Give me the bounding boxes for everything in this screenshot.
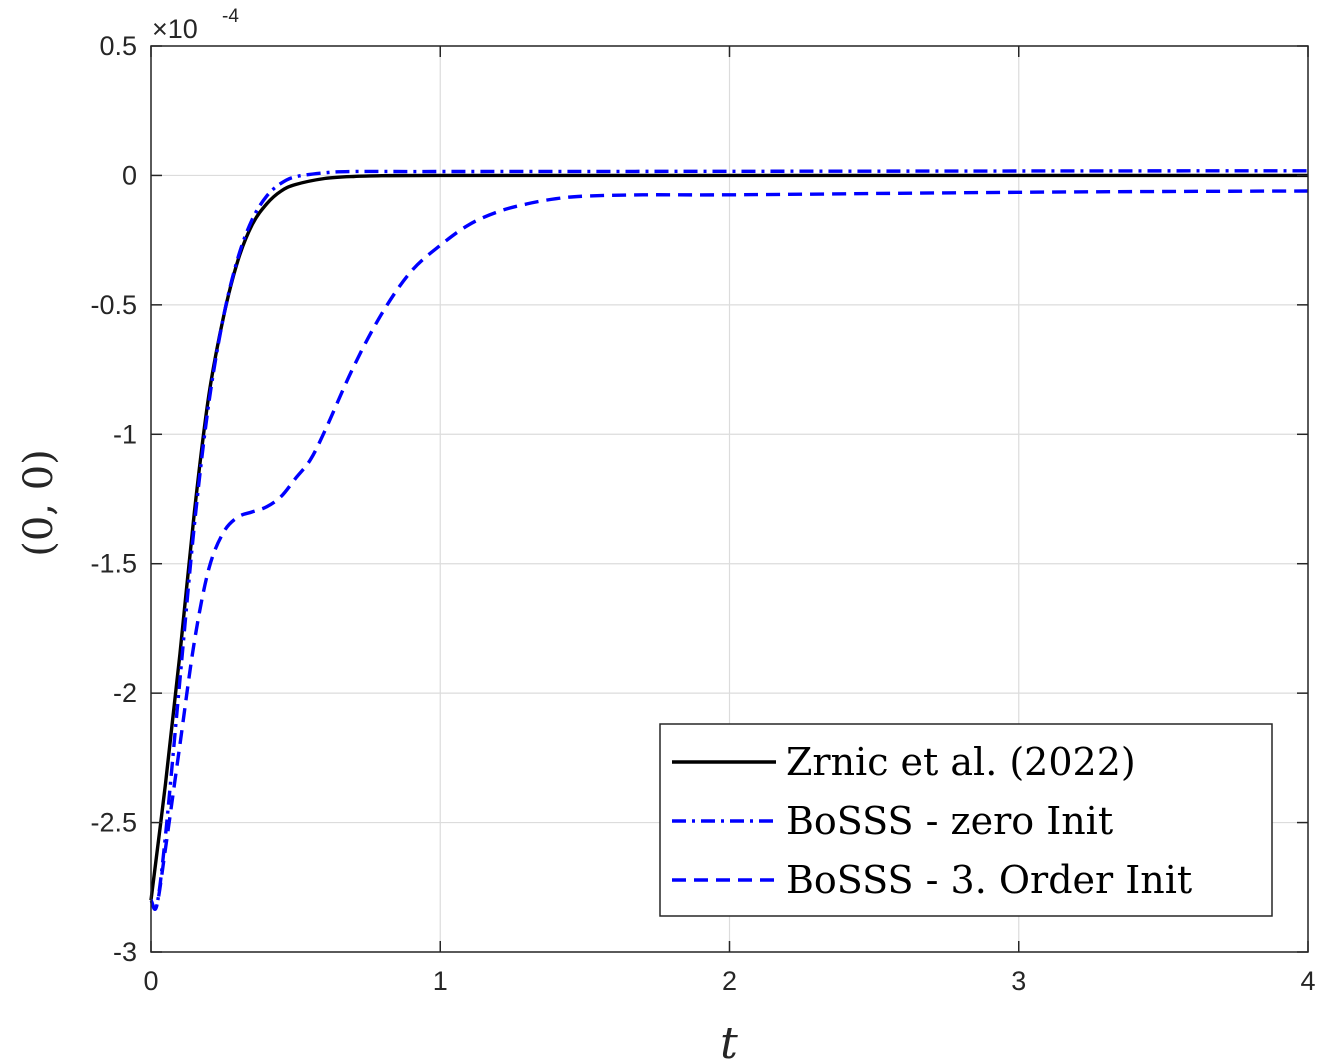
legend-items: Zrnic et al. (2022) BoSSS - zero Init BoSS… (672, 740, 1192, 902)
y-tick-label: 0 (122, 160, 137, 190)
y-axis-label: (0, 0) (16, 449, 62, 557)
legend-label-2: BoSSS - zero Init (786, 799, 1113, 843)
x-tick-label: 4 (1300, 966, 1315, 996)
y-tick-label: -2.5 (90, 808, 137, 838)
grid-lines (150, 45, 1309, 953)
tick-labels: 0 1 2 3 4 -3 -2.5 -2 -1.5 -1 -0.5 0 0.5 (90, 31, 1315, 996)
legend-label-3: BoSSS - 3. Order Init (786, 858, 1192, 902)
x-tick-label: 0 (143, 966, 158, 996)
y-tick-label: -2 (113, 678, 137, 708)
y-tick-label: -1 (113, 419, 137, 449)
series-line-2 (149, 169, 1309, 911)
x-tick-label: 2 (722, 966, 737, 996)
x-axis-label: t (720, 1018, 738, 1063)
series-group (149, 169, 1309, 911)
x-tick-label: 1 (433, 966, 448, 996)
series-line-3 (149, 189, 1309, 911)
legend-label-1: Zrnic et al. (2022) (786, 740, 1136, 784)
exponent-base: ×10 (152, 14, 198, 44)
y-tick-label: -3 (113, 937, 137, 967)
exponent-power: -4 (222, 6, 239, 27)
tick-marks (150, 45, 1309, 953)
y-tick-label: 0.5 (99, 31, 137, 61)
y-tick-label: -1.5 (90, 549, 137, 579)
x-tick-label: 3 (1011, 966, 1026, 996)
legend: Zrnic et al. (2022) BoSSS - zero Init BoSS… (659, 723, 1273, 917)
y-tick-label: -0.5 (90, 290, 137, 320)
